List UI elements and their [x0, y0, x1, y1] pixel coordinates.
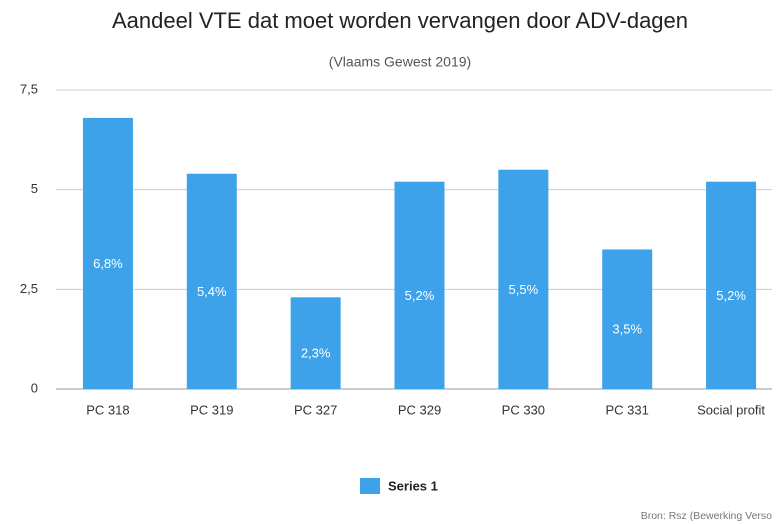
x-tick-label: PC 319 — [190, 402, 233, 417]
data-label: 2,3% — [301, 346, 331, 361]
x-tick-label: PC 329 — [398, 402, 441, 417]
x-tick-label: PC 327 — [294, 402, 337, 417]
bar — [186, 173, 237, 389]
x-tick-label: PC 318 — [86, 402, 129, 417]
data-label: 5,2% — [405, 288, 435, 303]
data-label: 5,5% — [509, 282, 539, 297]
y-tick-label: 5 — [31, 181, 38, 196]
bar — [82, 117, 133, 389]
y-tick-label: 7,5 — [20, 81, 38, 96]
legend-swatch — [360, 478, 380, 494]
x-tick-label: PC 331 — [606, 402, 649, 417]
bar — [290, 297, 341, 389]
data-label: 5,2% — [716, 288, 746, 303]
bar — [394, 181, 445, 389]
y-tick-label: 2,5 — [20, 281, 38, 296]
bar — [706, 181, 757, 389]
data-label: 3,5% — [612, 322, 642, 337]
x-tick-label: Social profit — [697, 402, 765, 417]
y-tick-label: 0 — [31, 380, 38, 395]
chart-title: Aandeel VTE dat moet worden vervangen do… — [112, 8, 688, 33]
legend-label: Series 1 — [388, 478, 438, 493]
data-label: 5,4% — [197, 284, 227, 299]
data-label: 6,8% — [93, 256, 123, 271]
x-tick-label: PC 330 — [502, 402, 545, 417]
chart-subtitle: (Vlaams Gewest 2019) — [329, 54, 471, 70]
bar — [602, 249, 653, 389]
bar — [498, 169, 549, 389]
source: Bron: Rsz (Bewerking Verso — [641, 510, 772, 522]
